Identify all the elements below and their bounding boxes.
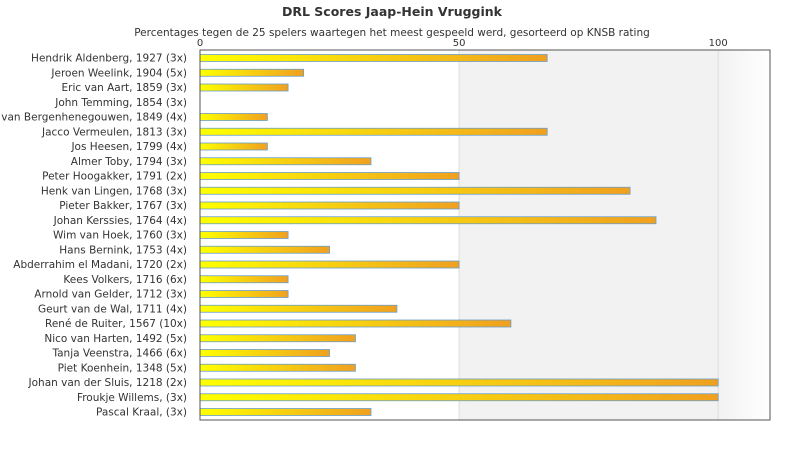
category-label: Jos Heesen, 1799 (4x) [70, 141, 187, 153]
bar [199, 408, 372, 416]
category-label: Hans Bernink, 1753 (4x) [59, 244, 187, 256]
x-axis-ticks: 0 50 100 [197, 38, 728, 49]
category-label: Froukje Willems, (3x) [77, 392, 187, 404]
bar [199, 349, 330, 357]
bar [199, 54, 548, 62]
category-label: Eric van Aart, 1859 (3x) [62, 82, 188, 94]
category-label: Pieter Bakker, 1767 (3x) [59, 200, 187, 212]
bar [199, 260, 460, 269]
bar [199, 127, 548, 136]
plot-background [200, 50, 770, 420]
category-label: Piet Koenhein, 1348 (5x) [58, 362, 187, 374]
plot-border [199, 49, 771, 421]
bars [199, 54, 719, 416]
bar [199, 319, 512, 328]
bar [199, 172, 460, 180]
chart-title: DRL Scores Jaap-Hein Vruggink [282, 4, 503, 19]
x-tick-label: 0 [197, 38, 203, 49]
category-label: Peter Hoogakker, 1791 (2x) [42, 171, 187, 183]
bar [199, 201, 460, 210]
bar [199, 378, 719, 387]
category-label: Johan Kerssies, 1764 (4x) [53, 215, 187, 227]
x-tick-label: 100 [709, 38, 728, 49]
bar [199, 393, 719, 402]
category-label: Hendrik Aldenberg, 1927 (3x) [31, 53, 187, 65]
chart-subtitle: Percentages tegen de 25 spelers waartege… [134, 27, 650, 39]
bar [199, 142, 268, 151]
category-label: Pascal Kraal, (3x) [96, 407, 187, 419]
bar [199, 275, 289, 284]
shaded-band [459, 50, 719, 420]
category-label: Johan van der Sluis, 1218 (2x) [28, 377, 187, 389]
category-label: René de Ruiter, 1567 (10x) [45, 318, 187, 330]
category-label: Arnold van Gelder, 1712 (3x) [34, 289, 187, 301]
category-label: Abderrahim el Madani, 1720 (2x) [13, 259, 187, 271]
gridlines [458, 50, 719, 420]
bar [199, 157, 372, 166]
bar [199, 113, 268, 121]
category-label: Henk van Bergenhenegouwen, 1849 (4x) [0, 112, 187, 124]
bar [199, 83, 289, 92]
category-labels: Hendrik Aldenberg, 1927 (3x) Jeroen Weeli… [0, 53, 187, 419]
bar [199, 245, 330, 254]
category-label: Nico van Harten, 1492 (5x) [44, 333, 187, 345]
category-label: Wim van Hoek, 1760 (3x) [53, 230, 187, 242]
category-label: Kees Volkers, 1716 (6x) [63, 274, 187, 286]
plot-frame [199, 49, 771, 421]
bar [199, 363, 356, 372]
category-label: Jacco Vermeulen, 1813 (3x) [41, 126, 187, 138]
shaded-band [718, 50, 770, 420]
bar [199, 334, 356, 343]
category-label: John Temming, 1854 (3x) [54, 97, 187, 109]
x-tick-label: 50 [453, 38, 466, 49]
category-label: Tanja Veenstra, 1466 (6x) [51, 348, 187, 360]
bar [199, 68, 305, 77]
bar [199, 290, 289, 298]
bar [199, 304, 398, 313]
category-label: Geurt van de Wal, 1711 (4x) [38, 303, 187, 315]
bar [199, 186, 631, 195]
bar [199, 231, 289, 239]
category-label: Almer Toby, 1794 (3x) [71, 156, 187, 168]
category-label: Henk van Lingen, 1768 (3x) [41, 185, 187, 197]
category-label: Jeroen Weelink, 1904 (5x) [50, 67, 187, 79]
bar [199, 216, 657, 225]
